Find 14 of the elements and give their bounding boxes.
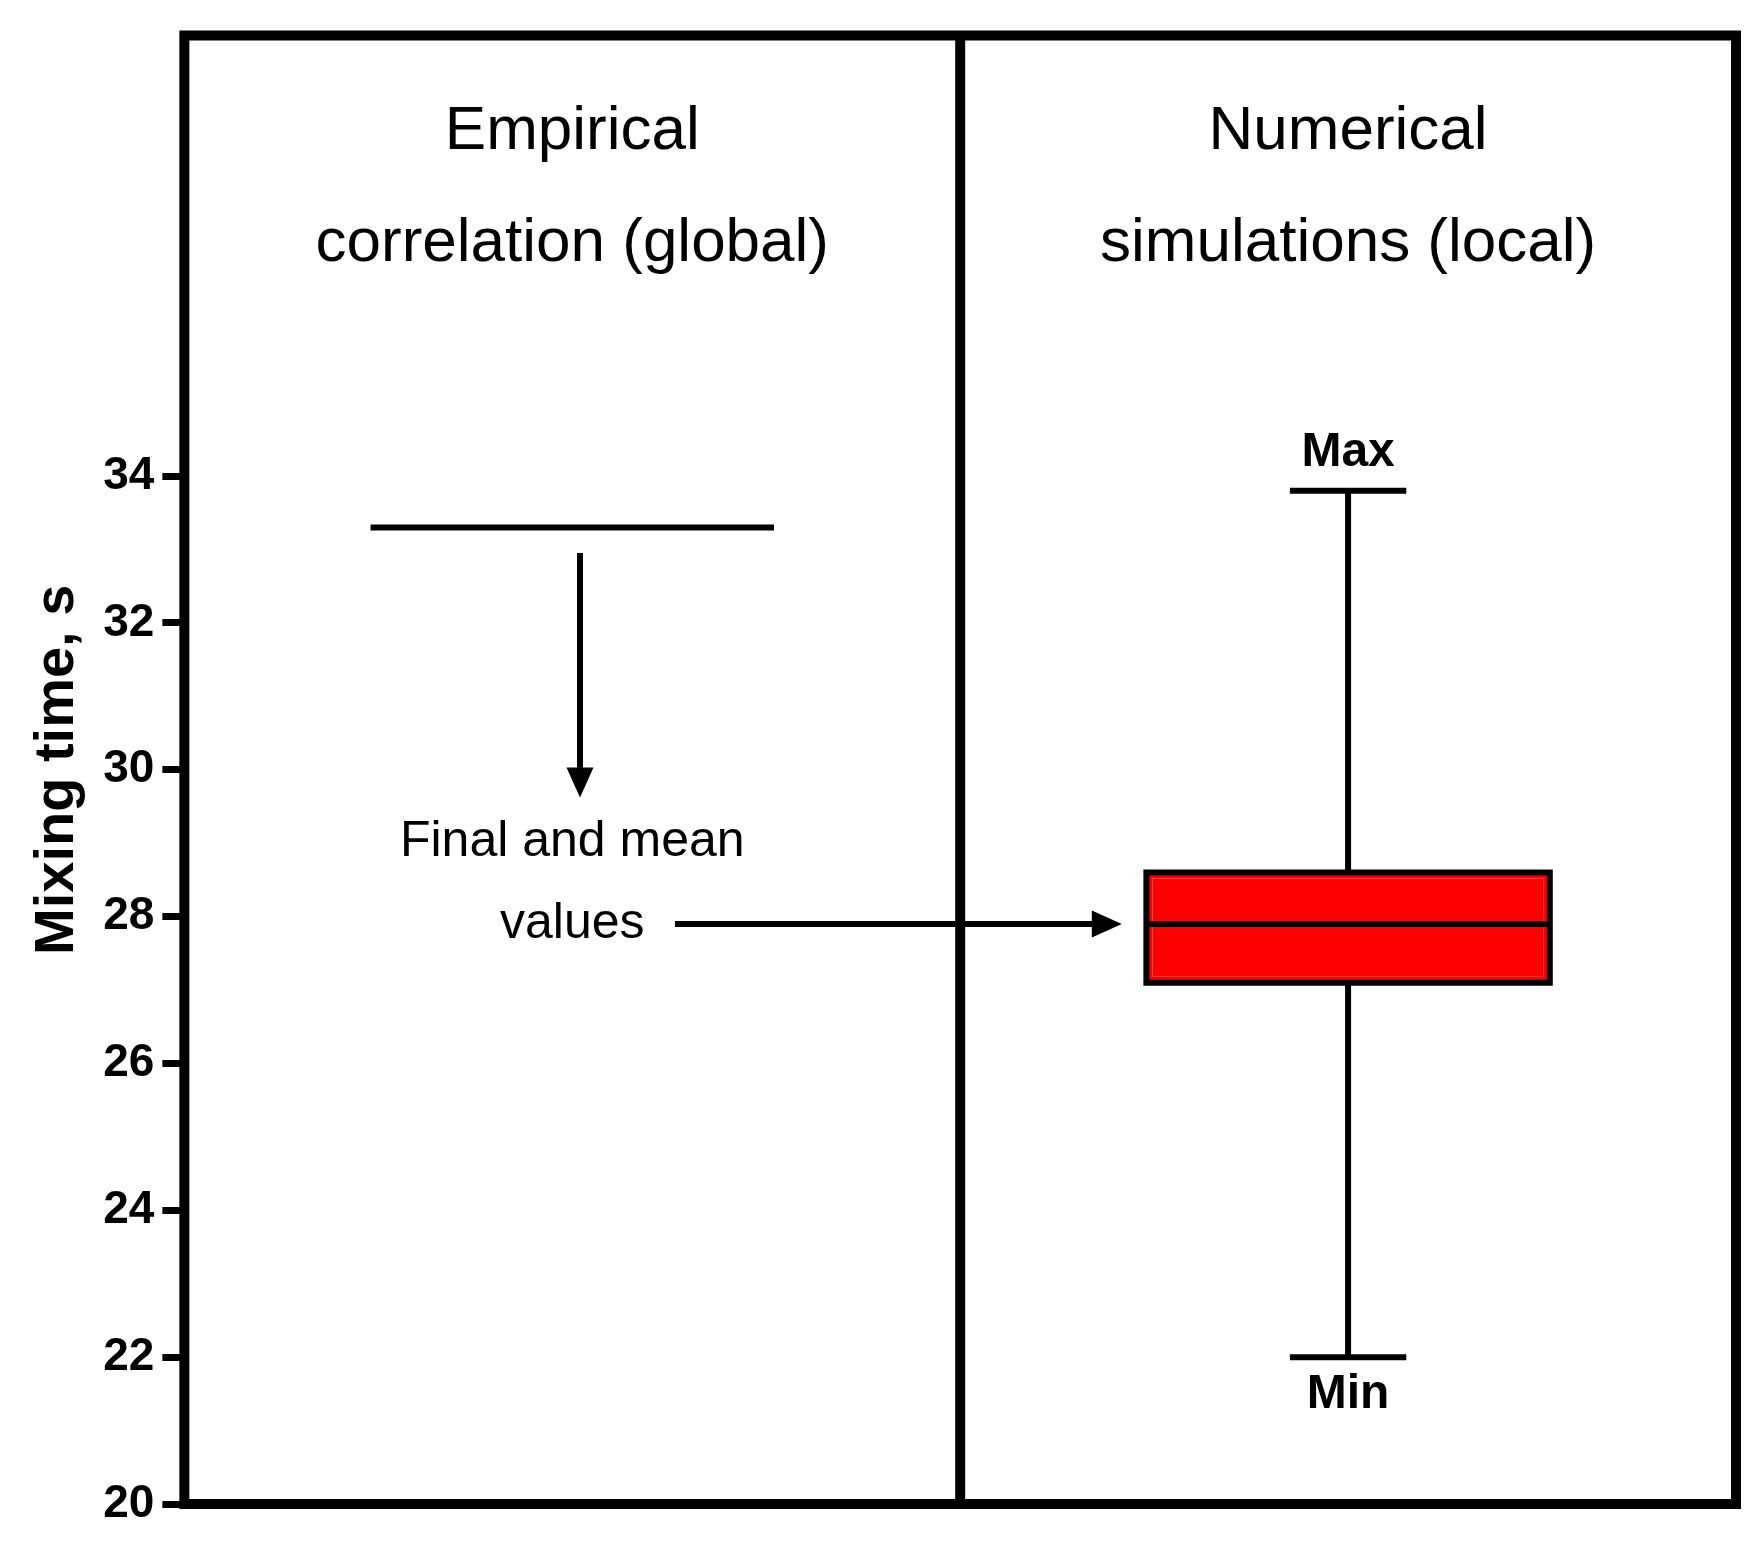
y-tick-label: 34	[103, 446, 155, 499]
x-tick-label: Empirical correlation (global)	[315, 92, 830, 274]
y-tick-label: 30	[103, 740, 155, 793]
y-tick-label: 26	[103, 1034, 155, 1087]
annotation: Max	[1301, 423, 1396, 477]
y-axis-title: Mixing time, s	[22, 584, 86, 955]
x-tick-label: Numerical simulations (local)	[1100, 92, 1597, 274]
y-tick-label: 24	[103, 1181, 155, 1234]
y-tick-label: 28	[103, 887, 155, 940]
annotation: Min	[1306, 1365, 1390, 1419]
y-tick-label: 20	[103, 1474, 155, 1527]
annotation: Final and mean values	[399, 810, 745, 949]
y-tick-label: 22	[103, 1327, 155, 1380]
y-tick-label: 32	[103, 593, 155, 646]
